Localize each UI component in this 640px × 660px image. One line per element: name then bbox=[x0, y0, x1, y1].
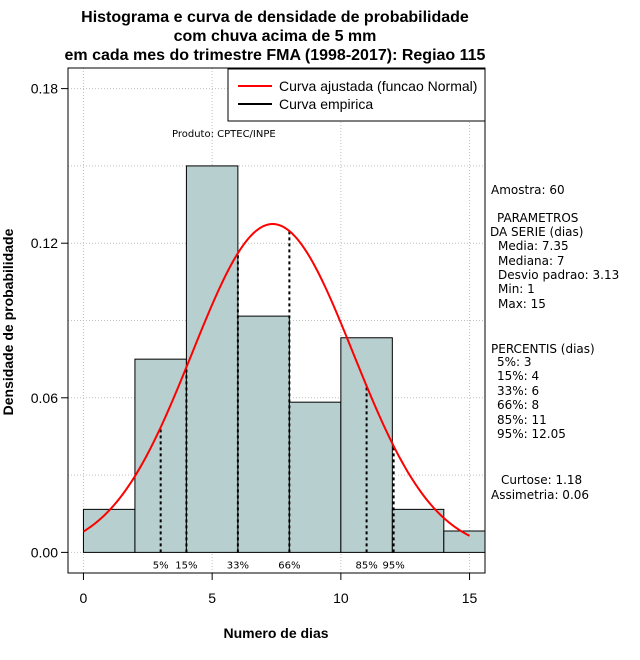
percentile-label-85pct: 85% bbox=[355, 560, 377, 571]
percentile-markers: 5% 15% 33% 66% 85% 95% bbox=[153, 230, 405, 571]
x-tick-label-0: 0 bbox=[80, 590, 88, 606]
statistics-panel: Amostra: 60 PARAMETROS DA SERIE (dias) M… bbox=[490, 183, 619, 502]
y-tick-label-0: 0.00 bbox=[31, 544, 58, 560]
percentile-label-95pct: 95% bbox=[383, 560, 405, 571]
chart-title-line-2: com chuva acima de 5 mm bbox=[174, 28, 377, 45]
histogram-bar-7 bbox=[391, 508, 445, 553]
fitted-curve-layer bbox=[82, 223, 471, 537]
percentile-label-66pct: 66% bbox=[278, 560, 300, 571]
y-axis-title: Densidade de probabilidade bbox=[0, 228, 16, 415]
x-axis: 0 5 10 15 bbox=[80, 572, 478, 606]
params-header-1: PARAMETROS bbox=[497, 211, 578, 225]
legend-label-fitted: Curva ajustada (funcao Normal) bbox=[279, 78, 477, 94]
percentis-header: PERCENTIS (dias) bbox=[491, 342, 595, 356]
histogram-bar-4 bbox=[237, 315, 290, 553]
fitted-normal-curve bbox=[82, 223, 471, 537]
percentile-label-15pct: 15% bbox=[175, 560, 197, 571]
sample-size: Amostra: 60 bbox=[491, 183, 565, 197]
x-axis-title: Numero de dias bbox=[223, 625, 328, 641]
percentile-label-5pct: 5% bbox=[153, 560, 169, 571]
y-tick-label-2: 0.12 bbox=[31, 235, 58, 251]
histogram-bar-5 bbox=[288, 401, 342, 553]
param-sd: Desvio padrao: 3.13 bbox=[498, 268, 619, 282]
x-tick-label-10: 10 bbox=[333, 590, 349, 606]
param-max: Max: 15 bbox=[498, 297, 546, 311]
legend-label-empirical: Curva empirica bbox=[279, 96, 373, 112]
param-min: Min: 1 bbox=[498, 282, 535, 296]
histogram-bar-1 bbox=[82, 508, 136, 553]
y-tick-label-3: 0.18 bbox=[31, 81, 58, 97]
percentil-66: 66%: 8 bbox=[497, 398, 539, 412]
chart-title-line-1: Histograma e curva de densidade de proba… bbox=[81, 9, 469, 26]
histogram-bar-8 bbox=[443, 530, 486, 553]
percentil-15: 15%: 4 bbox=[497, 369, 539, 383]
percentile-label-33pct: 33% bbox=[227, 560, 249, 571]
x-tick-label-5: 5 bbox=[208, 590, 216, 606]
percentil-85: 85%: 11 bbox=[497, 413, 547, 427]
percentil-95: 95%: 12.05 bbox=[497, 427, 566, 441]
legend: Curva ajustada (funcao Normal) Curva emp… bbox=[227, 68, 486, 122]
skewness: Assimetria: 0.06 bbox=[491, 488, 589, 502]
percentil-33: 33%: 6 bbox=[497, 384, 539, 398]
params-header-2: DA SERIE (dias) bbox=[490, 225, 583, 239]
chart-title-line-3: em cada mes do trimestre FMA (1998-2017)… bbox=[65, 47, 486, 64]
histogram-bar-3 bbox=[185, 165, 239, 553]
product-note: Produto: CPTEC/INPE bbox=[172, 129, 276, 140]
percentil-5: 5%: 3 bbox=[497, 355, 532, 369]
y-axis: 0.00 0.06 0.12 0.18 bbox=[31, 81, 69, 560]
x-tick-label-15: 15 bbox=[462, 590, 478, 606]
param-median: Mediana: 7 bbox=[498, 254, 565, 268]
y-tick-label-1: 0.06 bbox=[31, 390, 58, 406]
param-mean: Media: 7.35 bbox=[498, 239, 569, 253]
kurtosis: Curtose: 1.18 bbox=[501, 473, 582, 487]
legend-box bbox=[227, 68, 486, 122]
histogram-bars bbox=[82, 165, 486, 553]
histogram-bar-6 bbox=[340, 337, 393, 553]
